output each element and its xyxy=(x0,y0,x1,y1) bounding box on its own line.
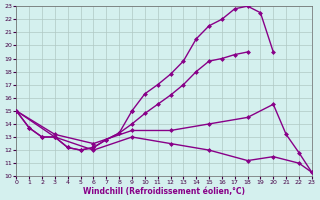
X-axis label: Windchill (Refroidissement éolien,°C): Windchill (Refroidissement éolien,°C) xyxy=(83,187,245,196)
